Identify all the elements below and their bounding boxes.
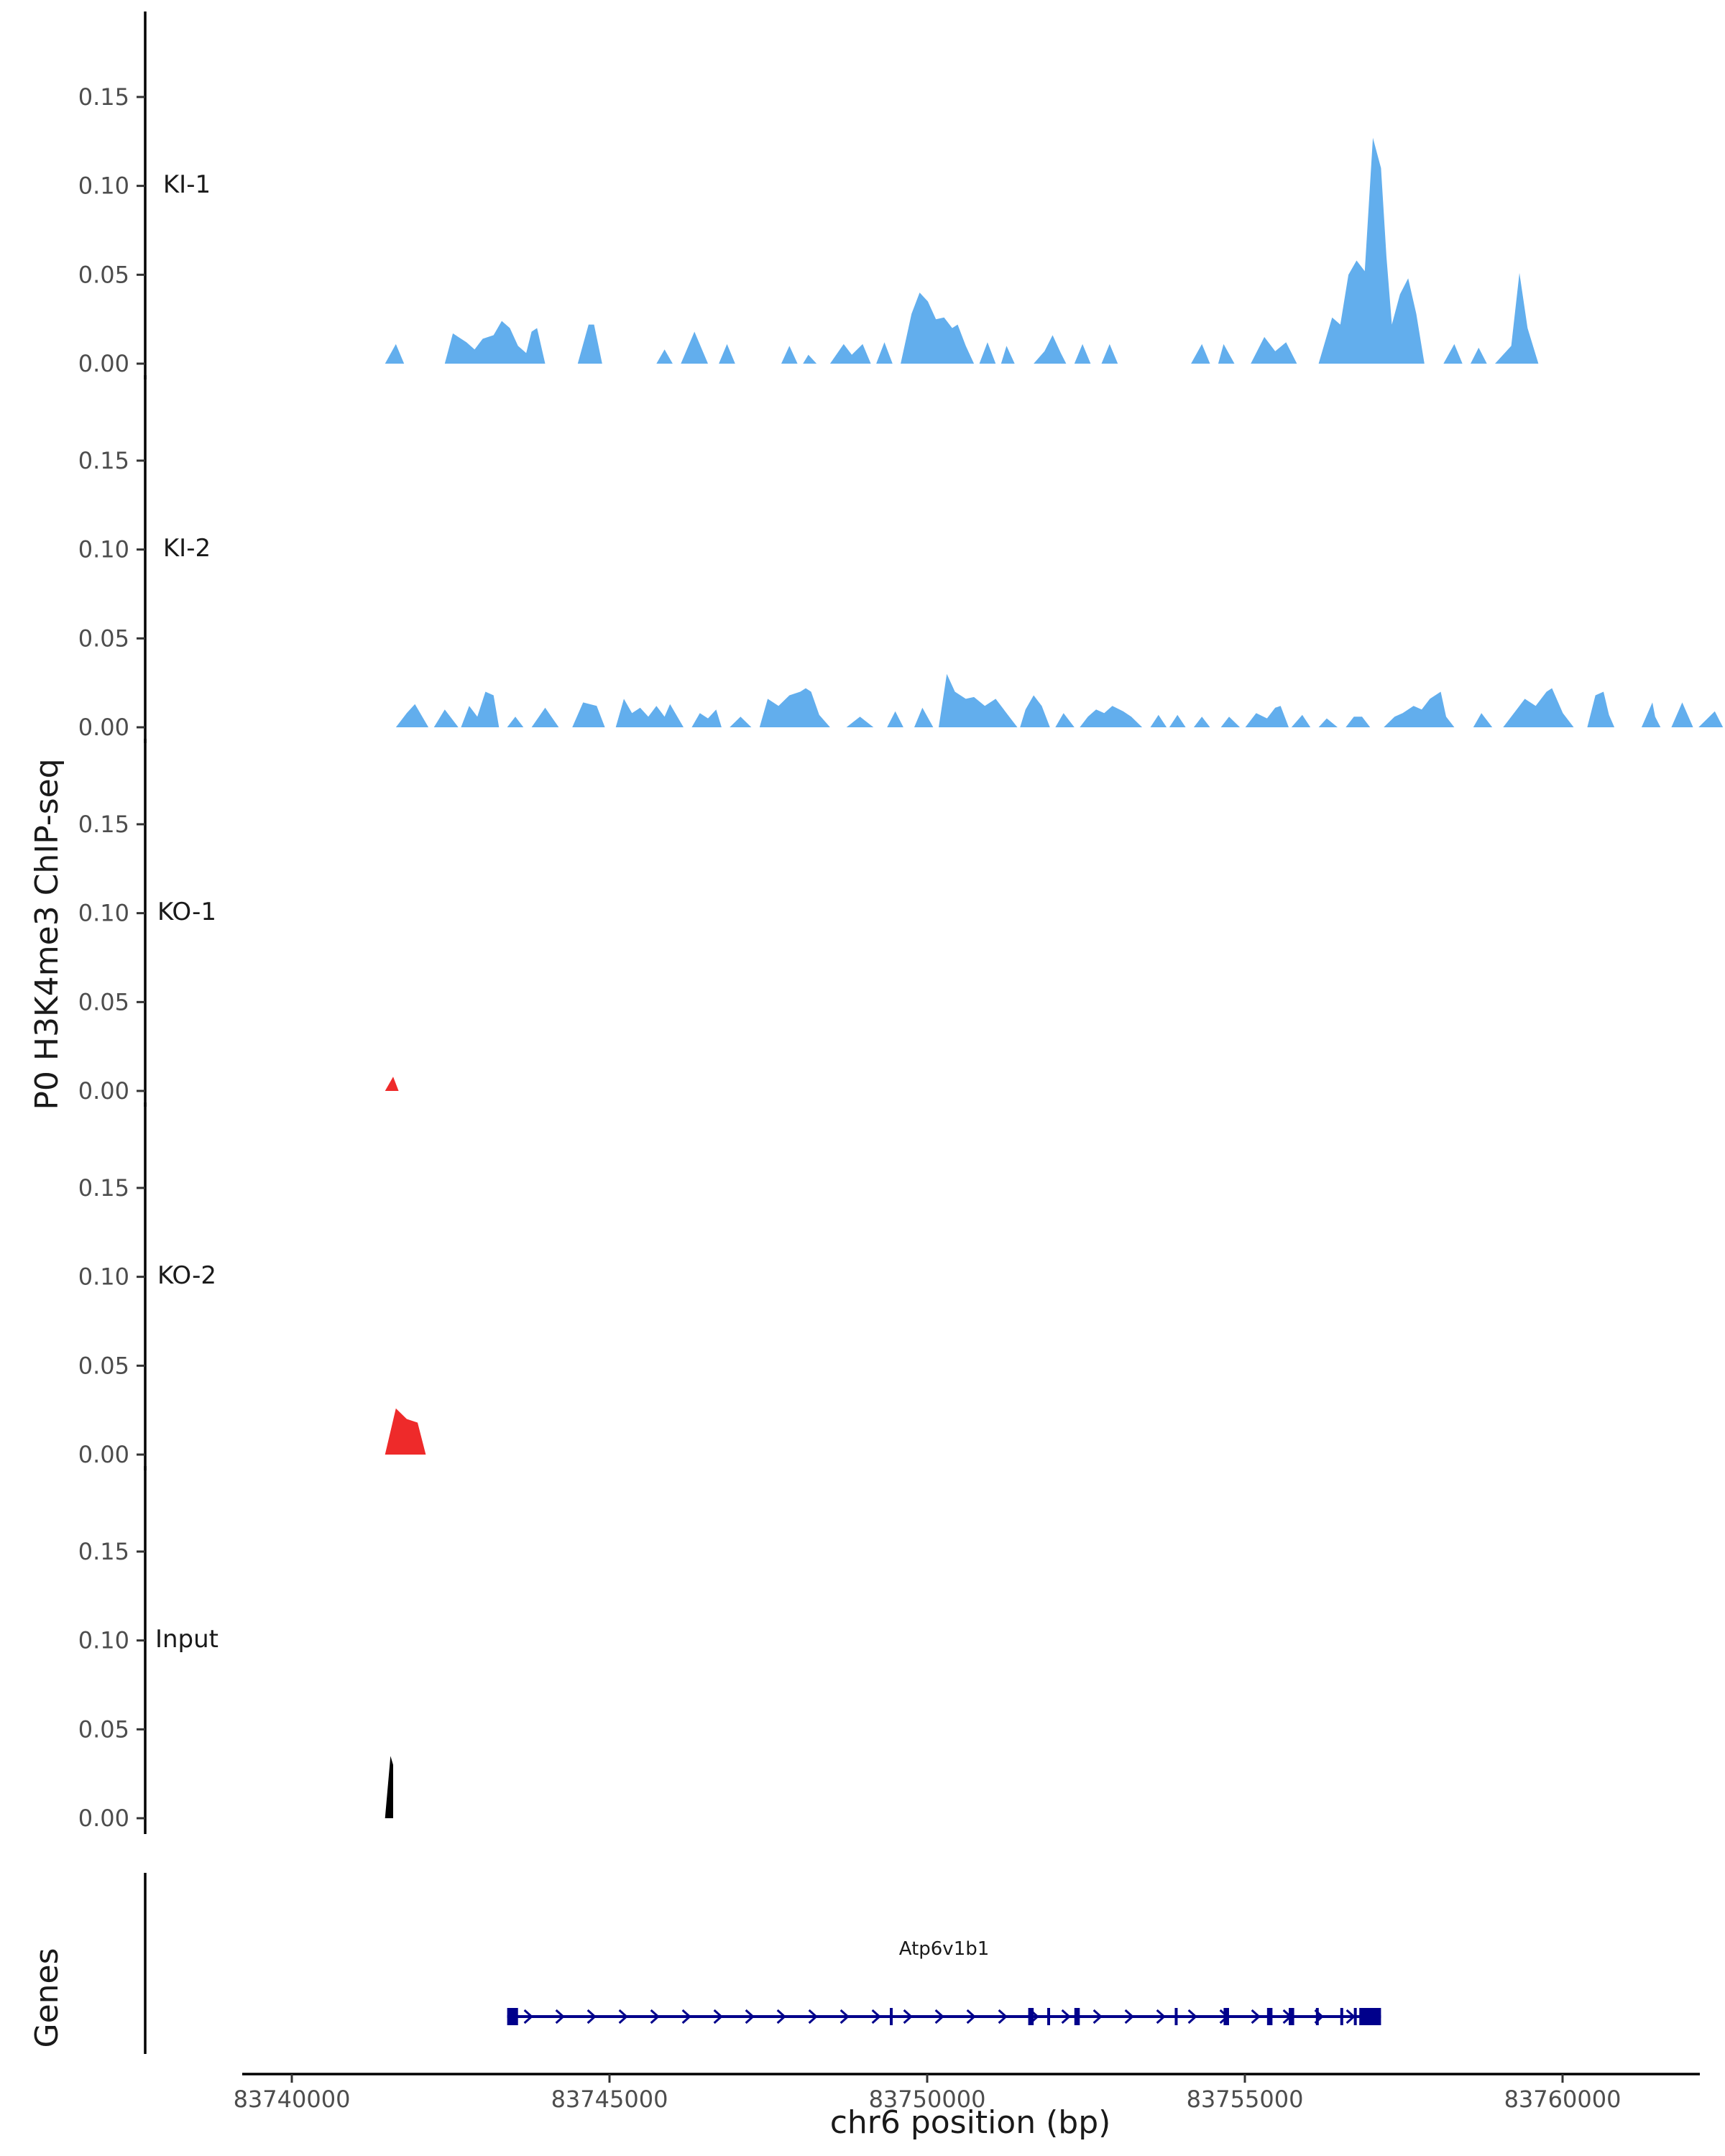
track-input: 0.00 0.05 0.10 0.15 Input: [78, 1466, 393, 1834]
track-ki-1: 0.00 0.05 0.10 0.15 KI-1: [78, 11, 1539, 379]
gene-track-title: Genes: [29, 1948, 65, 2047]
y-tick-label: 0.00: [78, 1441, 129, 1468]
y-tick-label: 0.10: [78, 172, 129, 200]
y-tick-label: 0.05: [78, 625, 129, 652]
exon: [1315, 2008, 1319, 2025]
strand-arrow: [1251, 2009, 1261, 2024]
strand-arrow: [618, 2009, 628, 2024]
track-label: KI-2: [163, 534, 211, 563]
x-tick-label: 83745000: [551, 2086, 668, 2113]
track-ki-2: 0.00 0.05 0.10 0.15 KI-2: [78, 375, 1725, 743]
x-tick-label: 83750000: [869, 2086, 986, 2113]
x-axis: 83740000 83745000 83750000 83755000 83760000: [234, 2073, 1700, 2113]
exon: [1174, 2008, 1178, 2025]
exon: [1028, 2008, 1034, 2025]
strand-arrow: [840, 2009, 850, 2024]
strand-arrow: [713, 2009, 723, 2024]
exon: [1266, 2008, 1273, 2025]
y-tick-label: 0.00: [78, 1077, 129, 1105]
track-label: KO-1: [157, 898, 216, 926]
y-tick-label: 0.10: [78, 1627, 129, 1654]
exon: [507, 2008, 518, 2025]
y-tick-label: 0.00: [78, 1805, 129, 1832]
y-tick-label: 0.10: [78, 1263, 129, 1291]
y-tick-label: 0.00: [78, 714, 129, 741]
track-label: Input: [155, 1625, 218, 1654]
coverage-area-ko-2: [385, 1408, 426, 1455]
track-label: KO-2: [157, 1261, 216, 1290]
strand-arrow: [966, 2009, 976, 2024]
strand-arrow: [934, 2009, 944, 2024]
gene-name-label: Atp6v1b1: [899, 1938, 990, 1960]
strand-arrow: [1092, 2009, 1103, 2024]
strand-arrow: [1124, 2009, 1134, 2024]
strand-arrow: [998, 2009, 1008, 2024]
exon: [1289, 2008, 1294, 2025]
coverage-tracks: 0.00 0.05 0.10 0.15 KI-1 0.00 0.05 0.10 0.15 KI-2…: [78, 11, 1725, 1834]
strand-arrow: [523, 2009, 533, 2024]
strand-arrow: [871, 2009, 881, 2024]
exon: [1074, 2008, 1080, 2025]
strand-arrow: [1187, 2009, 1197, 2024]
y-tick-label: 0.10: [78, 536, 129, 563]
strand-arrow: [808, 2009, 818, 2024]
strand-arrow: [903, 2009, 913, 2024]
strand-arrow: [586, 2009, 597, 2024]
y-tick-label: 0.15: [78, 1174, 129, 1202]
coverage-area-input: [385, 1756, 393, 1818]
x-axis-title: chr6 position (bp): [830, 2104, 1111, 2141]
track-ko-2: 0.00 0.05 0.10 0.15 KO-2: [78, 1102, 426, 1470]
y-tick-label: 0.05: [78, 1352, 129, 1379]
exon: [1046, 2008, 1050, 2025]
track-ko-1: 0.00 0.05 0.10 0.15 KO-1: [78, 739, 399, 1107]
strand-arrow: [1156, 2009, 1166, 2024]
strand-arrow: [650, 2009, 660, 2024]
gene-track: Atp6v1b1: [144, 1873, 1381, 2054]
y-tick-label: 0.00: [78, 350, 129, 377]
y-tick-label: 0.05: [78, 988, 129, 1015]
y-tick-label: 0.05: [78, 1715, 129, 1743]
coverage-area-ki-1: [385, 137, 1539, 364]
coverage-area-ko-1: [385, 1077, 399, 1091]
strand-arrow: [1346, 2009, 1356, 2024]
y-tick-label: 0.15: [78, 447, 129, 474]
x-tick-label: 83755000: [1187, 2086, 1304, 2113]
exon: [890, 2008, 893, 2025]
exon: [1223, 2008, 1229, 2025]
strand-arrow: [681, 2009, 691, 2024]
strand-arrow: [555, 2009, 565, 2024]
y-tick-label: 0.15: [78, 83, 129, 111]
strand-arrow: [1061, 2009, 1071, 2024]
exon: [1359, 2008, 1381, 2025]
y-axis-title: P0 H3K4me3 ChIP-seq: [29, 758, 65, 1110]
y-tick-label: 0.05: [78, 261, 129, 288]
exon: [1340, 2008, 1343, 2025]
y-tick-label: 0.10: [78, 900, 129, 927]
y-tick-label: 0.15: [78, 1538, 129, 1565]
x-tick-label: 83760000: [1504, 2086, 1622, 2113]
track-label: KI-1: [163, 170, 211, 199]
coverage-area-ki-2: [395, 673, 1725, 727]
x-tick-label: 83740000: [234, 2086, 351, 2113]
exon: [1353, 2008, 1357, 2025]
strand-arrow: [776, 2009, 786, 2024]
y-tick-label: 0.15: [78, 811, 129, 838]
strand-arrow: [745, 2009, 755, 2024]
